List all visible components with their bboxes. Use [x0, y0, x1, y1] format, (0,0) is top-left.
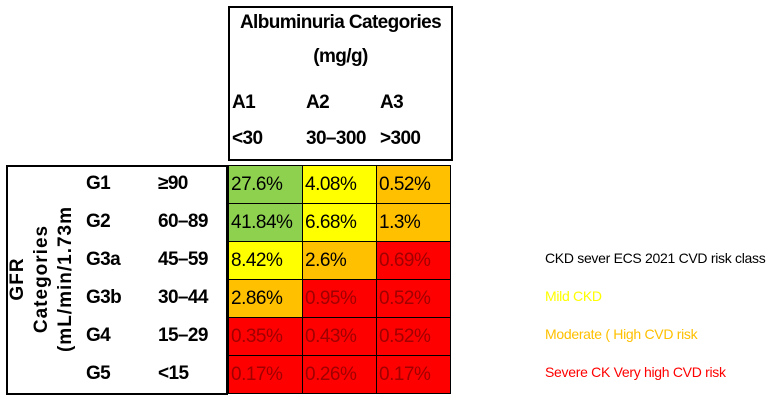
column-range: 30–300	[306, 128, 366, 149]
cell: 1.3%	[376, 203, 451, 242]
column-range: >300	[380, 128, 421, 149]
row-header-line: GFR	[7, 257, 28, 301]
cell: 0.69%	[376, 241, 451, 280]
cell: 4.08%	[302, 165, 377, 204]
row-code: G1	[86, 173, 111, 194]
row-range: 45–59	[158, 249, 208, 270]
row-header-box	[6, 165, 228, 395]
header-unit: (mg/g)	[313, 46, 368, 67]
cell: 0.43%	[302, 317, 377, 356]
row-code: G3b	[86, 287, 122, 308]
header-box	[228, 6, 453, 161]
row-code: G4	[86, 325, 111, 346]
cell: 0.95%	[302, 279, 377, 318]
row-code: G5	[86, 363, 111, 384]
column-code: A2	[306, 92, 330, 113]
column-code: A1	[232, 92, 256, 113]
legend-item: Severe CK Very high CVD risk	[545, 364, 726, 380]
row-range: <15	[158, 363, 189, 384]
cell: 41.84%	[228, 203, 303, 242]
cell: 0.52%	[376, 317, 451, 356]
cell: 6.68%	[302, 203, 377, 242]
cell: 0.17%	[376, 355, 451, 394]
header-title: Albuminuria Categories	[239, 12, 442, 33]
cell: 0.26%	[302, 355, 377, 394]
column-range: <30	[232, 128, 263, 149]
row-header-line: (mL/min/1.73m	[55, 205, 76, 353]
column-code: A3	[380, 92, 404, 113]
legend-item: Moderate ( High CVD risk	[545, 326, 698, 342]
row-range: 15–29	[158, 325, 208, 346]
legend-item: Mild CKD	[545, 288, 602, 304]
cell: 2.6%	[302, 241, 377, 280]
row-header-line: Categories	[31, 224, 52, 334]
cell: 0.52%	[376, 279, 451, 318]
row-range: 60–89	[158, 211, 208, 232]
cell: 0.17%	[228, 355, 303, 394]
legend-title: CKD sever ECS 2021 CVD risk class	[545, 250, 766, 266]
cell: 8.42%	[228, 241, 303, 280]
cell: 27.6%	[228, 165, 303, 204]
row-code: G3a	[86, 249, 121, 270]
row-range: 30–44	[158, 287, 208, 308]
cell: 0.35%	[228, 317, 303, 356]
row-code: G2	[86, 211, 111, 232]
cell: 0.52%	[376, 165, 451, 204]
row-header-label: GFR Categories (mL/min/1.73m	[4, 165, 80, 393]
row-range: ≥90	[158, 173, 188, 194]
cell: 2.86%	[228, 279, 303, 318]
